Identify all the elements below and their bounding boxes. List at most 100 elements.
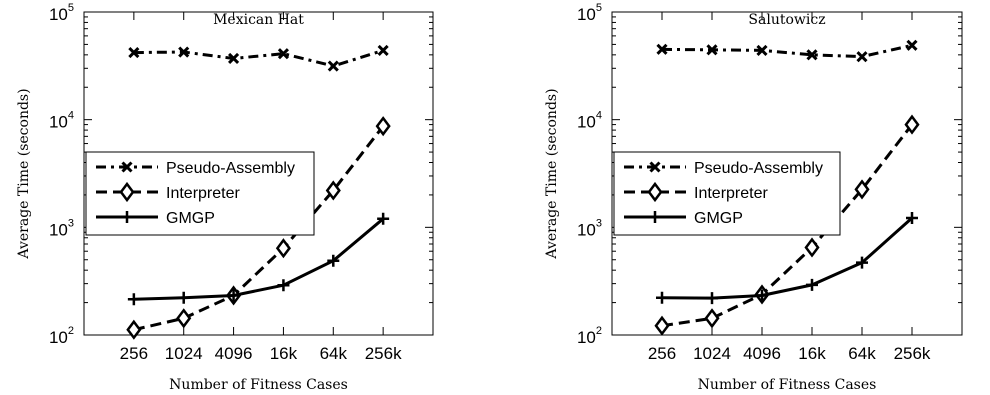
y-tick-exponent: 2 (68, 325, 74, 337)
series-interpreter (654, 114, 920, 336)
data-point (654, 315, 670, 336)
data-point (377, 44, 389, 56)
y-tick-label: 104 (577, 110, 602, 132)
x-tick-label: 256 (648, 344, 676, 363)
data-point (277, 48, 289, 60)
legend-marker (647, 181, 663, 203)
y-tick-base: 10 (577, 113, 596, 132)
data-point (856, 51, 868, 63)
y-tick-base: 10 (577, 220, 596, 239)
data-point (327, 60, 339, 72)
series-line (133, 217, 385, 301)
data-point (804, 237, 820, 258)
data-point (656, 43, 668, 55)
y-tick-base: 10 (577, 5, 596, 24)
data-point (706, 44, 718, 56)
x-tick-label: 16k (270, 344, 298, 363)
x-tick-label: 256k (365, 344, 402, 363)
y-tick-base: 10 (49, 113, 68, 132)
y-tick-exponent: 5 (596, 2, 602, 14)
data-point (906, 39, 918, 51)
plot-area-frame (83, 11, 434, 336)
data-point (227, 289, 240, 302)
y-tick-label: 103 (577, 217, 602, 239)
series-line (133, 48, 384, 68)
y-tick-label: 102 (49, 325, 74, 347)
data-point (856, 256, 868, 269)
series-line (133, 125, 385, 332)
data-point (706, 292, 718, 305)
data-point (377, 212, 390, 225)
y-tick-base: 10 (49, 5, 68, 24)
legend: Pseudo-Assembly Interpreter GMGP (613, 151, 841, 236)
legend-label: GMGP (694, 210, 743, 227)
data-point (854, 179, 870, 200)
y-tick-exponent: 2 (596, 325, 602, 337)
legend-marker (119, 181, 135, 203)
y-tick-label: 103 (49, 217, 74, 239)
legend-label: Interpreter (166, 185, 240, 202)
data-point (126, 319, 142, 340)
x-tick-label: 1024 (165, 344, 203, 363)
y-tick-base: 10 (49, 220, 68, 239)
legend-marker (121, 211, 133, 223)
data-point (904, 114, 920, 135)
x-tick-label: 16k (798, 344, 826, 363)
y-axis-label: Average Time (seconds) (544, 88, 560, 259)
x-tick-label: 64k (848, 344, 876, 363)
chart-title: Mexican Hat (213, 12, 304, 28)
legend-label: Pseudo-Assembly (166, 160, 295, 177)
x-tick-label: 64k (320, 344, 348, 363)
data-point (228, 52, 240, 65)
y-tick-base: 10 (49, 328, 68, 347)
legend-label: GMGP (166, 210, 215, 227)
series-pseudo-assembly (128, 44, 389, 72)
legend-label: Interpreter (694, 185, 768, 202)
data-point (275, 238, 291, 259)
x-axis-label: Number of Fitness Cases (698, 377, 877, 393)
data-point (906, 212, 918, 225)
y-tick-exponent: 5 (68, 2, 74, 14)
x-tick-label: 4096 (215, 344, 253, 363)
x-axis-label: Number of Fitness Cases (169, 377, 348, 393)
x-tick-label: 256k (894, 344, 931, 363)
data-point (375, 116, 391, 137)
series-interpreter (126, 116, 391, 340)
data-point (325, 180, 341, 201)
data-point (277, 279, 290, 292)
y-tick-exponent: 3 (68, 217, 74, 229)
series-gmgp (656, 212, 918, 305)
data-point (806, 49, 818, 61)
data-point (656, 291, 668, 304)
y-tick-exponent: 3 (596, 217, 602, 229)
y-tick-label: 105 (577, 2, 602, 24)
data-point (327, 254, 340, 267)
data-point (128, 47, 140, 59)
series-line (661, 216, 913, 300)
data-point (756, 289, 768, 302)
y-tick-label: 102 (577, 325, 602, 347)
data-point (127, 293, 140, 306)
legend-marker (649, 211, 661, 223)
x-tick-label: 256 (120, 344, 148, 363)
x-tick-label: 1024 (693, 344, 731, 363)
y-tick-label: 105 (49, 2, 74, 24)
legend-marker (649, 161, 661, 173)
y-axis-label: Average Time (seconds) (16, 88, 32, 259)
series-pseudo-assembly (656, 39, 918, 63)
y-tick-exponent: 4 (68, 110, 74, 122)
legend-marker (121, 161, 133, 173)
legend-label: Pseudo-Assembly (694, 160, 823, 177)
data-point (704, 308, 720, 329)
y-tick-base: 10 (577, 328, 596, 347)
data-point (176, 308, 192, 329)
data-point (177, 291, 190, 304)
plot-area-frame (611, 11, 963, 336)
series-line (661, 123, 914, 328)
legend: Pseudo-Assembly Interpreter GMGP (85, 151, 315, 236)
chart-title: Salutowicz (748, 12, 825, 28)
y-tick-label: 104 (49, 110, 74, 132)
